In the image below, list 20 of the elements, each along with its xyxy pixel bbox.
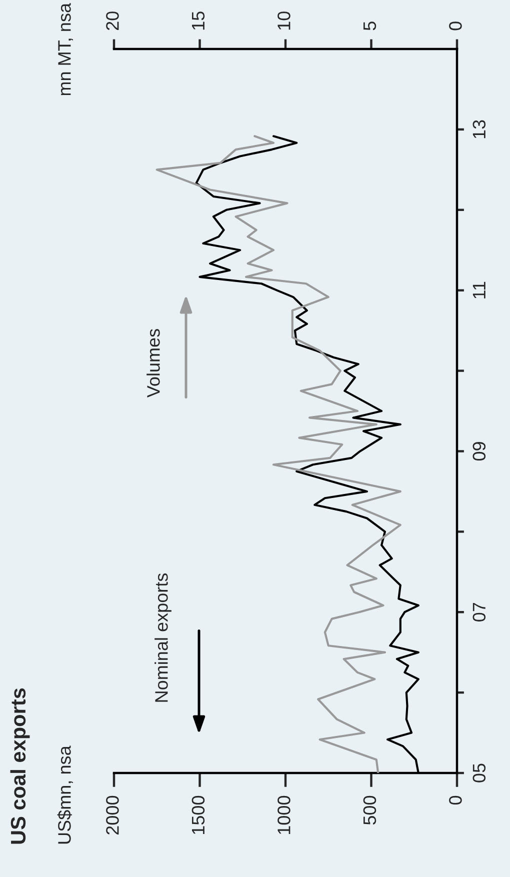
text: US coal exports: [10, 688, 30, 844]
y-tick-label: 07: [472, 602, 486, 622]
x-tick-label: 1500: [192, 796, 205, 834]
x2-tick-label: 20: [106, 12, 119, 30]
x2-tick-label: 5: [363, 22, 376, 30]
x-tick-label: 500: [363, 796, 376, 825]
y-tick-label: 09: [472, 442, 486, 461]
y-tick-label: 11: [472, 282, 486, 298]
text: US$mn, nsa: [57, 746, 73, 844]
x2-tick-label: 10: [278, 12, 290, 30]
y-tick-label: 05: [472, 764, 486, 782]
x-tick-label: 0: [449, 796, 462, 805]
annotation: Volumes: [146, 329, 160, 398]
x2-tick-label: 0: [449, 22, 462, 30]
x-tick-label: 1000: [278, 796, 290, 834]
x-tick-label: 2000: [106, 796, 119, 834]
x2-tick-label: 15: [192, 12, 205, 30]
x2-axis-title: mn MT, nsa: [58, 2, 73, 96]
annotation: Nominal exports: [154, 573, 172, 702]
y-tick-label: 13: [472, 120, 486, 138]
